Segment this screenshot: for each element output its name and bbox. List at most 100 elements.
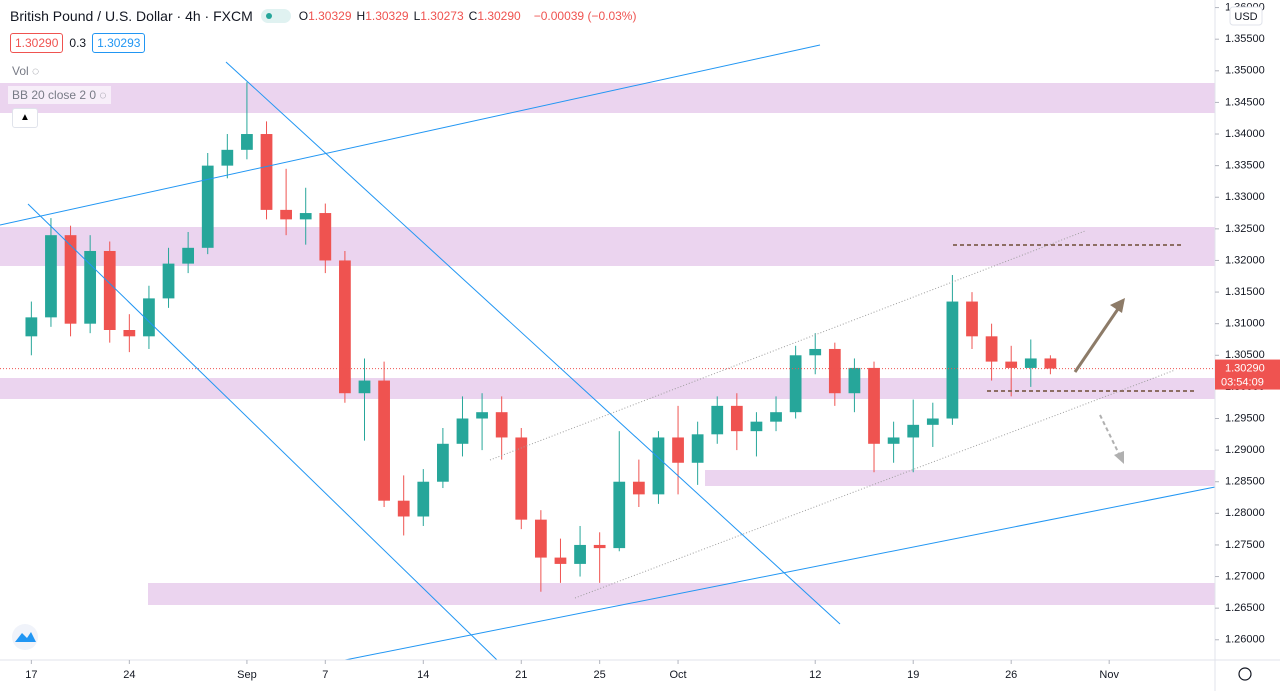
ask[interactable]: 1.30293 <box>92 33 146 53</box>
candle-body <box>828 348 841 394</box>
candle-body <box>417 481 430 517</box>
y-tick-label: 1.35500 <box>1225 33 1265 45</box>
ohlc-label: H <box>356 9 366 23</box>
trade-boxes: 1.30290 0.3 1.30293 <box>10 33 146 53</box>
candles <box>0 82 1215 592</box>
candle-body <box>221 149 234 166</box>
candle-body <box>534 519 547 558</box>
arrow-head <box>1110 298 1125 313</box>
y-tick-label: 1.26500 <box>1225 602 1265 614</box>
candle-body <box>162 263 175 299</box>
x-tick-label: 24 <box>123 669 135 681</box>
candle-body <box>1024 358 1037 368</box>
y-tick-label: 1.29000 <box>1225 444 1265 456</box>
candle-body <box>25 317 38 337</box>
candle-body <box>339 260 351 394</box>
y-tick-label: 1.30500 <box>1225 349 1265 361</box>
currency-box <box>1229 6 1263 26</box>
spread: 0.3 <box>69 36 87 50</box>
x-tick-label: 12 <box>809 669 821 681</box>
candle-body <box>1044 358 1057 369</box>
candle-body <box>437 443 449 482</box>
y-tick-label: 1.31500 <box>1225 286 1265 298</box>
bid[interactable]: 1.30290 <box>10 33 64 53</box>
settings-icon[interactable] <box>1238 667 1252 681</box>
x-tick-label: 19 <box>907 669 919 681</box>
candle-body <box>103 250 116 330</box>
candle-body <box>809 348 822 356</box>
y-tick-label: 1.32000 <box>1225 254 1265 266</box>
y-tick-label: 1.28000 <box>1225 507 1265 519</box>
trend-line <box>0 44 821 226</box>
candle-body <box>868 367 880 444</box>
x-tick-label: 25 <box>594 669 606 681</box>
zone <box>148 583 1215 605</box>
candle-body <box>848 367 861 394</box>
legend-header: British Pound / U.S. Dollar · 4h · FXCM … <box>10 8 636 24</box>
zone <box>705 470 1215 486</box>
x-tick-label: 17 <box>25 669 37 681</box>
candle-body <box>201 165 214 248</box>
channel-line <box>489 230 1086 461</box>
candle-body <box>966 301 978 337</box>
indicator[interactable]: BB 20 close 2 0 ◌ <box>8 86 111 104</box>
candle-body <box>750 421 763 432</box>
ohlc-value: 1.30329 <box>308 9 352 23</box>
candle-body <box>946 301 959 419</box>
y-tick-label: 1.27000 <box>1225 570 1265 582</box>
countdown: 03:54:09 <box>1221 376 1264 388</box>
zone <box>0 83 1215 113</box>
indicator-name: Vol <box>12 64 29 78</box>
ohlc: O1.30329 H1.30329 L1.30273 C1.30290 <box>299 9 526 23</box>
status <box>260 9 291 23</box>
candle-body <box>711 405 724 435</box>
change: −0.00039 (−0.03%) <box>533 9 637 23</box>
ohlc-value: 1.30329 <box>365 9 409 23</box>
y-tick-label: 1.32500 <box>1225 223 1265 235</box>
trend-line <box>344 486 1216 661</box>
indicator[interactable]: Vol ◌ <box>8 62 44 80</box>
candle-body <box>123 330 136 337</box>
candle-body <box>574 544 586 564</box>
arrow-head <box>1114 451 1124 464</box>
candle-body <box>378 380 390 501</box>
y-tick-label: 1.34500 <box>1225 96 1265 108</box>
y-tick-label: 1.27500 <box>1225 539 1265 551</box>
candle-body <box>887 437 900 444</box>
collapse-button[interactable]: ▲ <box>12 108 38 128</box>
y-tick-label: 1.26000 <box>1225 634 1265 646</box>
x-tick-label: Oct <box>669 669 686 681</box>
y-tick-label: 1.33000 <box>1225 191 1265 203</box>
candle-body <box>476 412 488 419</box>
arrow <box>1099 414 1121 457</box>
candle-body <box>241 134 253 150</box>
zones <box>0 83 1215 605</box>
candle-body <box>907 424 920 438</box>
candle-body <box>64 235 77 324</box>
candle-body <box>456 418 469 444</box>
y-tick-label: 1.29500 <box>1225 412 1265 424</box>
candle-body <box>632 481 645 495</box>
interval: 4h <box>185 8 201 24</box>
candle-body <box>515 437 528 520</box>
ohlc-value: 1.30290 <box>477 9 521 23</box>
y-tick-label: 1.33500 <box>1225 160 1265 172</box>
logo-mark <box>15 632 36 642</box>
currency: USD <box>1234 11 1257 23</box>
candle-body <box>1005 361 1018 368</box>
candle-body <box>593 544 606 549</box>
last-price-tag <box>1215 359 1280 390</box>
y-tick-label: 1.34000 <box>1225 128 1265 140</box>
candle-body <box>45 235 57 318</box>
symbol-title: British Pound / U.S. Dollar <box>10 8 173 24</box>
candle-body <box>985 336 998 362</box>
x-tick-label: Sep <box>237 669 257 681</box>
candle-body <box>358 380 371 394</box>
channel-line <box>574 369 1176 599</box>
trend-line <box>225 61 841 625</box>
candle-body <box>143 298 155 337</box>
ohlc-label: C <box>468 9 478 23</box>
x-tick-label: 7 <box>322 669 328 681</box>
candle-body <box>397 500 410 517</box>
